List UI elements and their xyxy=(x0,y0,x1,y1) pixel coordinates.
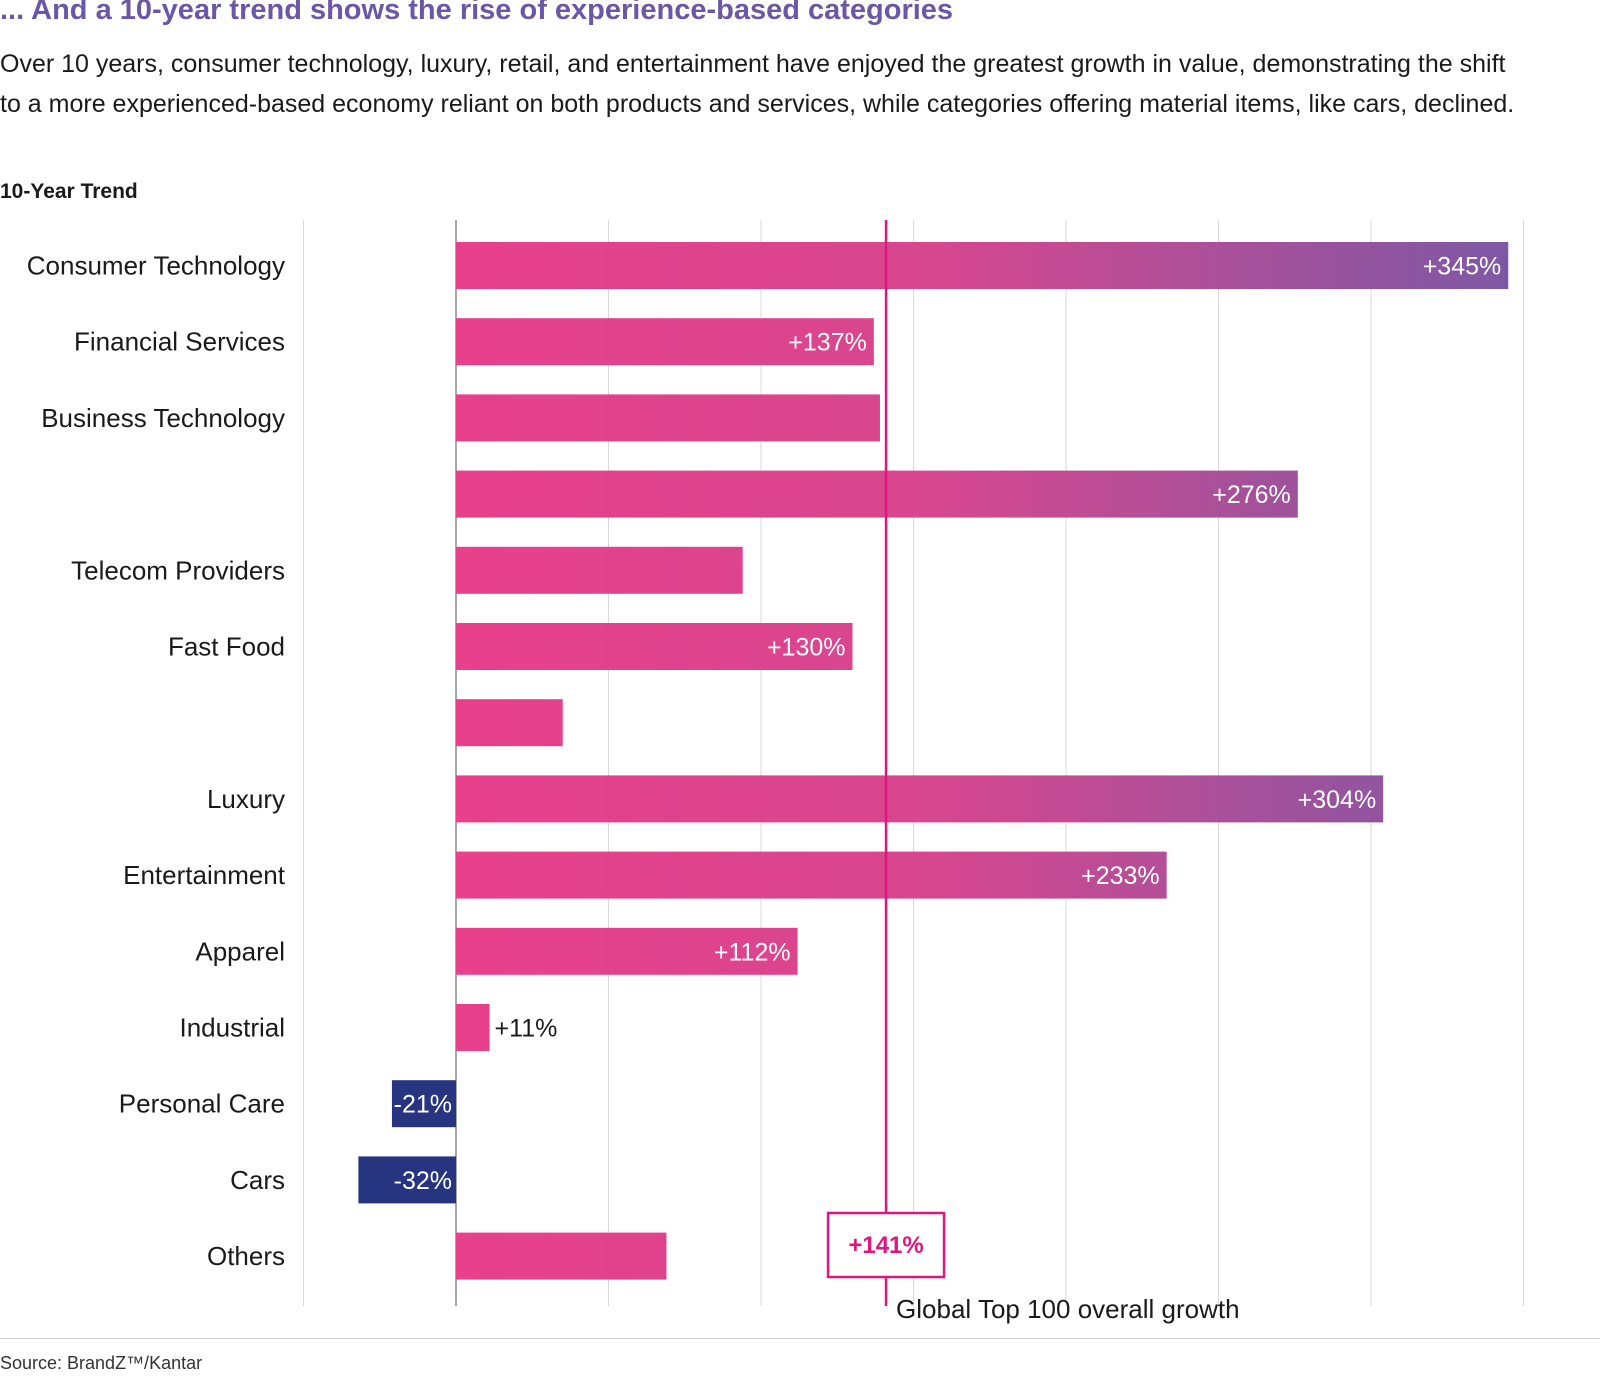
source-note: Source: BrandZ™/Kantar xyxy=(0,1353,203,1373)
chart-headline: ... And a 10-year trend shows the rise o… xyxy=(0,0,954,26)
category-label: Apparel xyxy=(195,936,285,966)
data-label: +304% xyxy=(1298,786,1377,814)
data-label: +11% xyxy=(495,1015,558,1043)
bar xyxy=(358,1156,456,1204)
bar xyxy=(391,1080,456,1128)
category-label: Business Technology xyxy=(41,403,285,433)
data-label: +130% xyxy=(767,634,846,662)
reference-caption: Global Top 100 overall growth xyxy=(896,1294,1240,1324)
data-label: -21% xyxy=(394,1091,452,1119)
category-label: Industrial xyxy=(180,1013,286,1043)
bar xyxy=(456,394,880,442)
category-label: Entertainment xyxy=(123,860,286,890)
growth-bar-chart: Consumer Technology +345% Financial Servic… xyxy=(27,220,1524,1324)
category-label: Others xyxy=(207,1241,285,1271)
reference-value-label: +141% xyxy=(848,1232,923,1259)
bar xyxy=(456,927,798,975)
bar xyxy=(456,699,563,747)
bar xyxy=(456,623,853,670)
bar xyxy=(456,775,1384,823)
footer-divider xyxy=(0,1338,1600,1339)
category-label: Luxury xyxy=(207,784,285,814)
category-label: Fast Food xyxy=(168,632,285,662)
bar xyxy=(456,318,874,366)
category-label: Personal Care xyxy=(119,1089,285,1119)
data-label: +112% xyxy=(714,938,791,966)
chart-description: Over 10 years, consumer technology, luxu… xyxy=(0,50,1515,118)
category-label: Consumer Technology xyxy=(27,251,285,281)
category-label: Cars xyxy=(230,1165,285,1195)
bar xyxy=(456,242,1509,289)
chart-panel-label: 10-Year Trend xyxy=(0,180,138,203)
data-label: -32% xyxy=(394,1167,452,1195)
category-label: Telecom Providers xyxy=(71,555,285,585)
reference-badge xyxy=(826,1211,946,1279)
data-label: +137% xyxy=(788,329,867,357)
bar xyxy=(456,1232,667,1280)
category-label: Financial Services xyxy=(74,327,285,357)
data-label: +233% xyxy=(1081,862,1160,890)
data-label: +276% xyxy=(1212,481,1291,509)
bar xyxy=(456,470,1298,518)
data-label: +345% xyxy=(1423,253,1502,281)
bar xyxy=(456,546,743,594)
bar xyxy=(456,1004,490,1051)
bar xyxy=(456,851,1167,899)
